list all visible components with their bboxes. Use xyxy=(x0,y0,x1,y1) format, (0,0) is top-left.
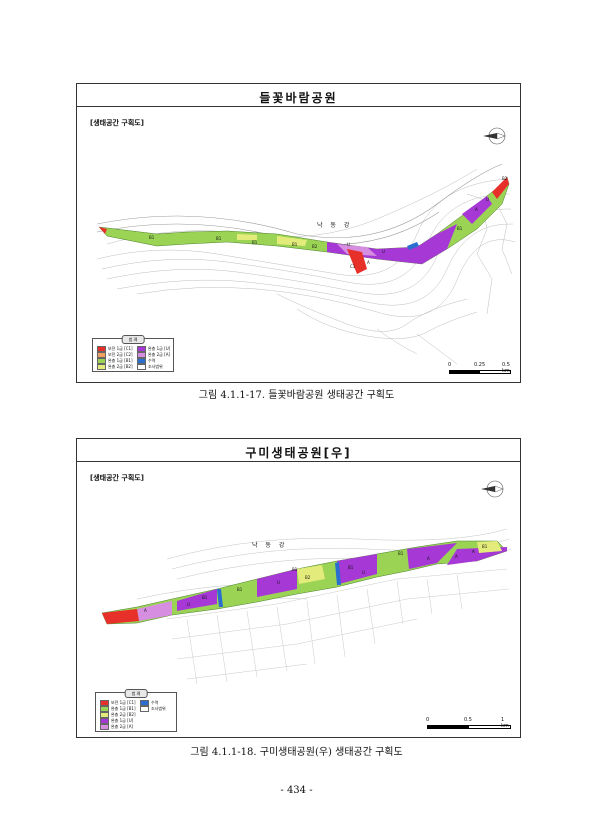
figure-1-section-label: [생태공간 구획도] xyxy=(90,119,144,127)
zone-label: B1 xyxy=(216,236,222,241)
scale-tick: 0.5 xyxy=(464,717,472,723)
zone-label: U xyxy=(486,197,489,202)
north-arrow-icon xyxy=(483,127,506,145)
figure-1-title: 들꽃바람공원 xyxy=(259,91,338,105)
figure-1-map: 들꽃바람공원 [생태공간 구획도] xyxy=(76,83,521,383)
legend-swatch xyxy=(97,358,106,364)
map-legend: 범 례 보전 1급 [C1] 완충 1급 [U] 보전 2급 [C2] 완충 2… xyxy=(92,335,174,372)
legend-swatch xyxy=(137,358,146,364)
zone-label: U xyxy=(382,249,385,254)
legend-item: 완충 2급 [B2] xyxy=(97,364,133,370)
legend-swatch xyxy=(137,346,146,352)
legend-heading: 범 례 xyxy=(124,689,148,698)
legend-item: 보전 2급 [C2] xyxy=(97,352,133,358)
scale-tick: 1 km xyxy=(501,717,509,729)
legend-item: 조사범위 xyxy=(140,706,166,712)
legend-swatch xyxy=(100,718,109,724)
legend-item: 완충 2급 [B2] xyxy=(100,712,136,718)
zone-label: C1 xyxy=(350,264,356,269)
zone-label: B2 xyxy=(502,176,508,181)
zone-label: U xyxy=(187,602,190,607)
title-divider xyxy=(77,106,520,107)
legend-swatch xyxy=(97,364,106,370)
figure-2-caption: 그림 4.1.1-18. 구미생태공원(우) 생태공간 구획도 xyxy=(190,747,403,758)
scale-bar-line xyxy=(427,725,511,729)
zone-label: A xyxy=(427,556,430,561)
legend-swatch xyxy=(137,352,146,358)
legend-item: 수역 xyxy=(137,358,155,364)
zone-label: A xyxy=(455,554,458,559)
legend-swatch xyxy=(97,346,106,352)
scale-bar: 0 0.5 1 km xyxy=(426,717,511,729)
title-divider xyxy=(77,461,520,462)
legend-item: 보전 1급 [C1] xyxy=(100,700,136,706)
figure-2-map-drawing xyxy=(101,480,512,685)
page-number: - 434 - xyxy=(280,785,313,796)
legend-swatch xyxy=(100,700,109,706)
figure-2-title: 구미생태공원[우] xyxy=(245,446,352,460)
north-arrow-icon xyxy=(481,480,504,498)
legend-swatch xyxy=(137,364,146,370)
legend-item: 완충 1급 [B1] xyxy=(97,358,133,364)
figure-1-map-drawing xyxy=(96,127,516,365)
legend-item: 완충 1급 [B1] xyxy=(100,706,136,712)
legend-item: 수역 xyxy=(140,700,158,706)
legend-swatch xyxy=(100,712,109,718)
zone-label: B2 xyxy=(305,575,311,580)
legend-item: 완충 2급 [A] xyxy=(137,352,170,358)
scale-tick: 0 xyxy=(448,362,452,368)
scale-bar: 0 0.25 0.5 km xyxy=(448,362,511,374)
river-label: 낙 동 강 xyxy=(317,222,353,229)
zone-label: B1 xyxy=(482,544,488,549)
river-label: 낙 동 강 xyxy=(252,542,288,549)
zone-label: B1 xyxy=(292,567,298,572)
legend-swatch xyxy=(100,724,109,730)
figure-2-section-label: [생태공간 구획도] xyxy=(90,474,144,482)
legend-swatch xyxy=(140,706,149,712)
scale-tick: 0.5 km xyxy=(502,362,510,374)
legend-item: 보전 1급 [C1] xyxy=(97,346,133,352)
legend-item: 완충 1급 [U] xyxy=(137,346,170,352)
zone-label: B1 xyxy=(292,242,298,247)
scale-tick: 0.25 xyxy=(474,362,486,368)
zone-label: B2 xyxy=(312,244,318,249)
legend-heading: 범 례 xyxy=(121,335,145,344)
zone-label: A xyxy=(472,549,475,554)
zone-label: B1 xyxy=(398,551,404,556)
zone-label: B1 xyxy=(149,235,155,240)
zone-label: A xyxy=(144,608,147,613)
figure-1-caption: 그림 4.1.1-17. 들꽃바람공원 생태공간 구획도 xyxy=(198,390,395,401)
zone-label: B1 xyxy=(252,240,258,245)
legend-item: 완충 1급 [U] xyxy=(100,718,133,724)
zone-label: B1 xyxy=(202,595,208,600)
legend-item: 완충 2급 [A] xyxy=(100,724,133,730)
legend-swatch xyxy=(97,352,106,358)
scale-bar-line xyxy=(449,370,511,374)
zone-label: B1 xyxy=(457,226,463,231)
zone-label: U xyxy=(347,242,350,247)
scale-tick: 0 xyxy=(426,717,430,723)
zone-label: U xyxy=(277,580,280,585)
zone-label: A xyxy=(475,207,478,212)
zone-label: A xyxy=(367,260,370,265)
map-legend: 범 례 보전 1급 [C1] 수역 완충 1급 [B1] 조사범위 완충 2급 … xyxy=(95,689,177,732)
legend-item: 조사범위 xyxy=(137,364,163,370)
legend-swatch xyxy=(140,700,149,706)
figure-2-map: 구미생태공원[우] [생태공간 구획도] xyxy=(76,438,521,738)
legend-swatch xyxy=(100,706,109,712)
zone-label: B1 xyxy=(348,565,354,570)
zone-label: B1 xyxy=(237,587,243,592)
zone-label: U xyxy=(362,570,365,575)
